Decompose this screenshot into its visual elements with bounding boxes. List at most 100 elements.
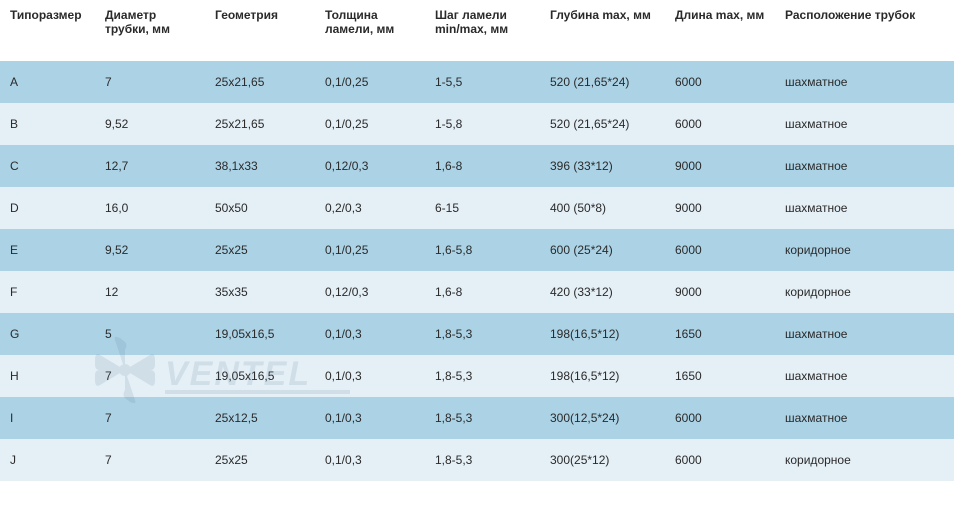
table-cell: 9,52 [95, 103, 205, 145]
table-cell: 1,6-8 [425, 271, 540, 313]
header-row: Типоразмер Диаметр трубки, мм Геометрия … [0, 0, 954, 61]
table-cell: 396 (33*12) [540, 145, 665, 187]
table-cell: 19,05x16,5 [205, 355, 315, 397]
table-cell: 25x25 [205, 439, 315, 481]
table-row: E9,5225x250,1/0,251,6-5,8600 (25*24)6000… [0, 229, 954, 271]
table-cell: 6000 [665, 61, 775, 103]
col-header: Геометрия [205, 0, 315, 61]
table-cell: 0,12/0,3 [315, 271, 425, 313]
table-cell: 12 [95, 271, 205, 313]
table-cell: 520 (21,65*24) [540, 61, 665, 103]
table-row: C12,738,1x330,12/0,31,6-8396 (33*12)9000… [0, 145, 954, 187]
table-cell: 1-5,5 [425, 61, 540, 103]
table-cell: 25x12,5 [205, 397, 315, 439]
table-cell: 12,7 [95, 145, 205, 187]
table-row: A725x21,650,1/0,251-5,5520 (21,65*24)600… [0, 61, 954, 103]
table-cell: 1-5,8 [425, 103, 540, 145]
col-header: Диаметр трубки, мм [95, 0, 205, 61]
table-cell: 1,8-5,3 [425, 397, 540, 439]
table-row: G519,05x16,50,1/0,31,8-5,3198(16,5*12)16… [0, 313, 954, 355]
table-cell: H [0, 355, 95, 397]
table-cell: A [0, 61, 95, 103]
table-cell: J [0, 439, 95, 481]
table-cell: 38,1x33 [205, 145, 315, 187]
table-cell: 6-15 [425, 187, 540, 229]
table-cell: 300(25*12) [540, 439, 665, 481]
table-cell: 1,6-5,8 [425, 229, 540, 271]
table-cell: 1,8-5,3 [425, 313, 540, 355]
table-cell: 198(16,5*12) [540, 313, 665, 355]
table-cell: коридорное [775, 271, 954, 313]
table-cell: C [0, 145, 95, 187]
table-cell: 25x21,65 [205, 103, 315, 145]
table-cell: 1,6-8 [425, 145, 540, 187]
table-cell: D [0, 187, 95, 229]
table-cell: 0,1/0,25 [315, 103, 425, 145]
table-cell: 5 [95, 313, 205, 355]
table-cell: шахматное [775, 103, 954, 145]
table-row: B9,5225x21,650,1/0,251-5,8520 (21,65*24)… [0, 103, 954, 145]
table-cell: 50x50 [205, 187, 315, 229]
col-header: Толщина ламели, мм [315, 0, 425, 61]
table-cell: шахматное [775, 145, 954, 187]
table-body: A725x21,650,1/0,251-5,5520 (21,65*24)600… [0, 61, 954, 481]
table-row: F1235x350,12/0,31,6-8420 (33*12)9000кори… [0, 271, 954, 313]
table-cell: 198(16,5*12) [540, 355, 665, 397]
table-cell: 35x35 [205, 271, 315, 313]
table-cell: 7 [95, 61, 205, 103]
table-cell: 6000 [665, 229, 775, 271]
table-cell: 1,8-5,3 [425, 355, 540, 397]
table-row: I725x12,50,1/0,31,8-5,3300(12,5*24)6000ш… [0, 397, 954, 439]
table-cell: 0,1/0,25 [315, 229, 425, 271]
table-cell: 300(12,5*24) [540, 397, 665, 439]
table-cell: коридорное [775, 229, 954, 271]
spec-table: Типоразмер Диаметр трубки, мм Геометрия … [0, 0, 954, 481]
table-cell: 7 [95, 439, 205, 481]
table-cell: 25x21,65 [205, 61, 315, 103]
table-cell: шахматное [775, 397, 954, 439]
col-header: Типоразмер [0, 0, 95, 61]
col-header: Расположение трубок [775, 0, 954, 61]
table-cell: 0,1/0,3 [315, 355, 425, 397]
table-cell: 0,2/0,3 [315, 187, 425, 229]
table-cell: G [0, 313, 95, 355]
table-cell: 420 (33*12) [540, 271, 665, 313]
table-cell: F [0, 271, 95, 313]
table-cell: 520 (21,65*24) [540, 103, 665, 145]
table-cell: 9000 [665, 145, 775, 187]
table-cell: 19,05x16,5 [205, 313, 315, 355]
table-cell: 1650 [665, 313, 775, 355]
table-row: D16,050x500,2/0,36-15400 (50*8)9000шахма… [0, 187, 954, 229]
table-cell: коридорное [775, 439, 954, 481]
table-cell: 25x25 [205, 229, 315, 271]
table-cell: I [0, 397, 95, 439]
table-cell: 6000 [665, 103, 775, 145]
table-cell: 9000 [665, 187, 775, 229]
table-cell: 9000 [665, 271, 775, 313]
table-cell: 0,1/0,3 [315, 397, 425, 439]
table-cell: шахматное [775, 355, 954, 397]
table-cell: 1650 [665, 355, 775, 397]
table-cell: 600 (25*24) [540, 229, 665, 271]
table-cell: шахматное [775, 187, 954, 229]
table-cell: 400 (50*8) [540, 187, 665, 229]
table-cell: 16,0 [95, 187, 205, 229]
table-row: J725x250,1/0,31,8-5,3300(25*12)6000корид… [0, 439, 954, 481]
table-cell: E [0, 229, 95, 271]
table-cell: 0,1/0,3 [315, 313, 425, 355]
table-cell: 6000 [665, 397, 775, 439]
col-header: Длина max, мм [665, 0, 775, 61]
table-cell: шахматное [775, 61, 954, 103]
table-cell: 0,12/0,3 [315, 145, 425, 187]
table-cell: шахматное [775, 313, 954, 355]
table-cell: 7 [95, 397, 205, 439]
col-header: Глубина max, мм [540, 0, 665, 61]
table-cell: 9,52 [95, 229, 205, 271]
table-cell: 1,8-5,3 [425, 439, 540, 481]
table-cell: 0,1/0,3 [315, 439, 425, 481]
table-cell: 7 [95, 355, 205, 397]
table-cell: 0,1/0,25 [315, 61, 425, 103]
col-header: Шаг ламели min/max, мм [425, 0, 540, 61]
table-row: H719,05x16,50,1/0,31,8-5,3198(16,5*12)16… [0, 355, 954, 397]
table-cell: B [0, 103, 95, 145]
